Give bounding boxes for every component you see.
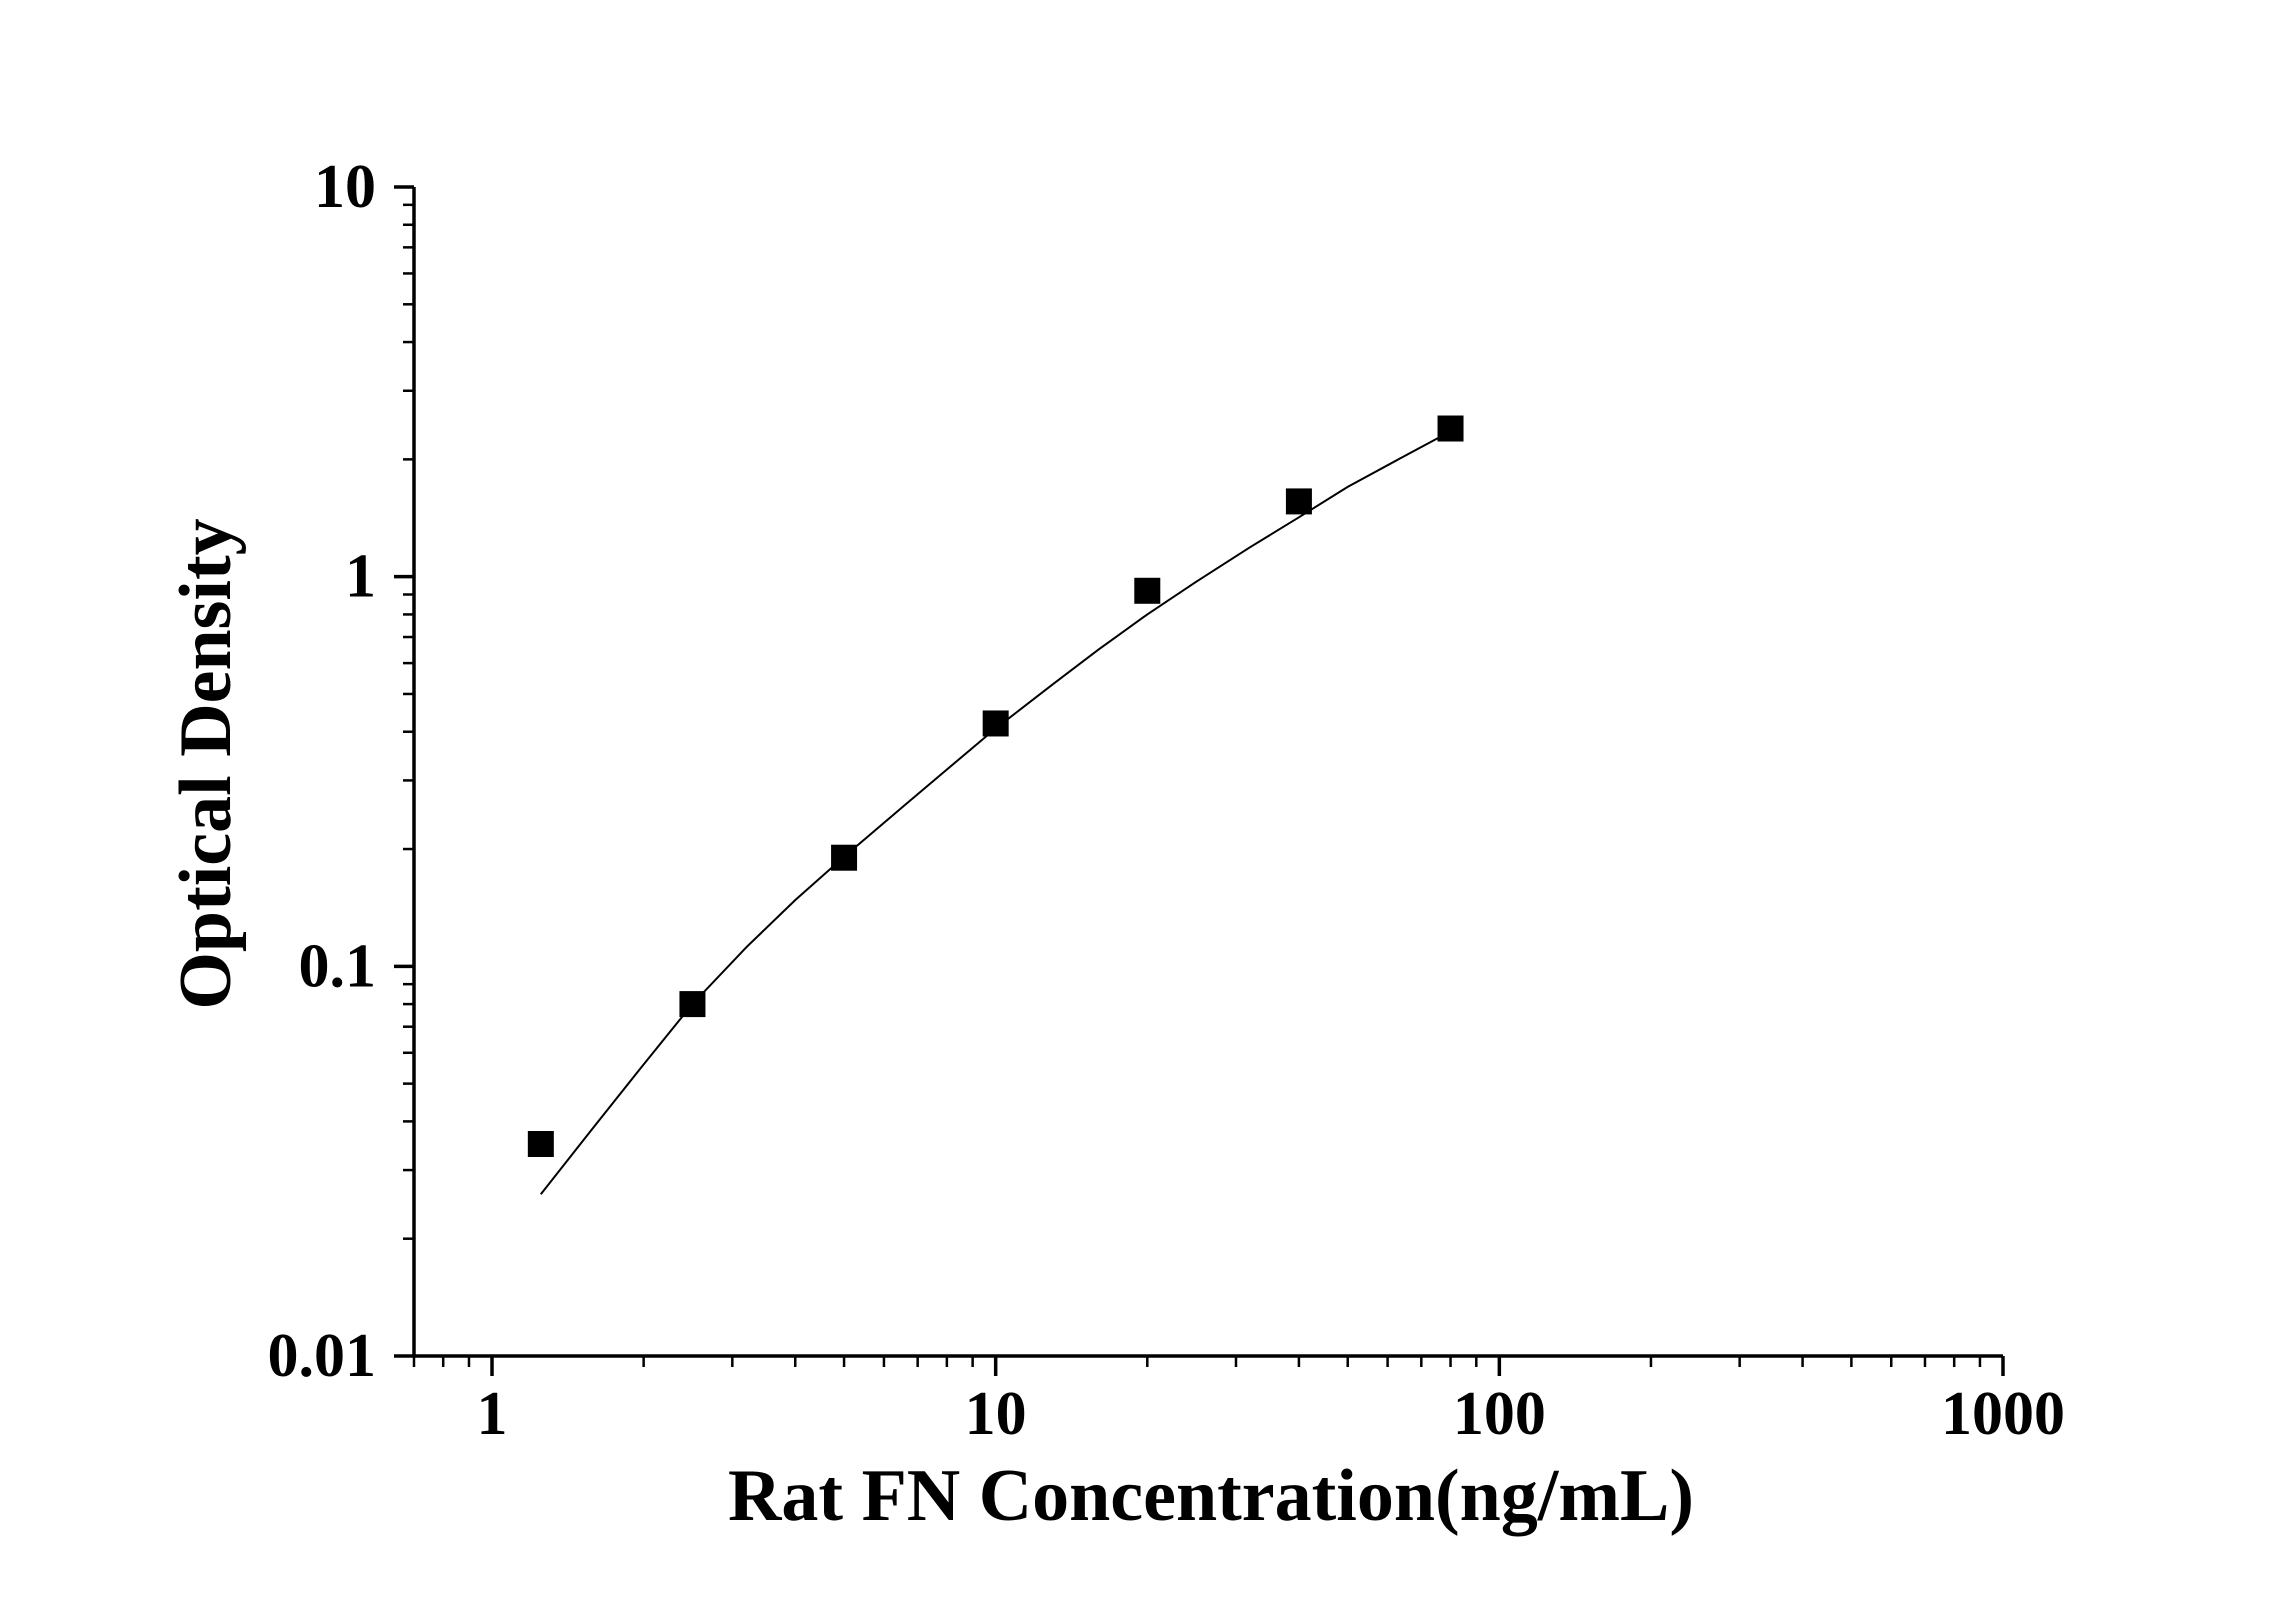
x-axis-title: Rat FN Concentration(ng/mL) <box>728 1455 1694 1537</box>
data-point-marker <box>982 710 1009 737</box>
data-point-marker <box>679 991 706 1018</box>
x-tick-label: 100 <box>1453 1380 1546 1448</box>
data-point-marker <box>1437 415 1464 442</box>
axes <box>412 187 2003 1358</box>
x-tick-label: 1000 <box>1941 1380 2065 1448</box>
ticks <box>394 185 2005 1376</box>
y-tick-label: 0.1 <box>299 932 377 1000</box>
data-point-marker <box>1285 488 1312 515</box>
data-point-marker <box>831 844 858 871</box>
data-point-marker <box>1134 577 1161 604</box>
y-tick-label: 1 <box>345 543 376 611</box>
y-tick-label: 10 <box>314 153 376 221</box>
fit-curve-line <box>540 430 1451 1195</box>
y-axis-title: Optical Density <box>165 518 247 1009</box>
y-tick-label: 0.01 <box>268 1322 377 1390</box>
data-points <box>527 415 1464 1157</box>
fit-curve-group <box>540 430 1451 1195</box>
data-point-marker <box>527 1130 554 1157</box>
x-tick-label: 1 <box>477 1380 508 1448</box>
tick-labels: 0.01 0.1 1 10 1 10 100 1000 <box>268 153 2066 1448</box>
x-tick-label: 10 <box>965 1380 1027 1448</box>
